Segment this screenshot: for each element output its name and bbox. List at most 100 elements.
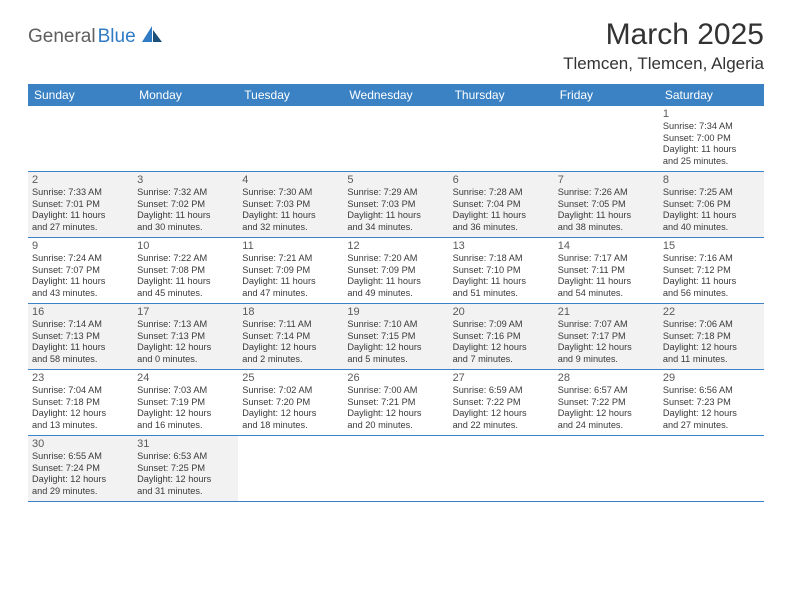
calendar-cell: 21Sunrise: 7:07 AMSunset: 7:17 PMDayligh… [554,304,659,369]
calendar-cell: 1Sunrise: 7:34 AMSunset: 7:00 PMDaylight… [659,106,764,171]
cell-sunset: Sunset: 7:04 PM [453,199,550,211]
calendar-cell-empty [343,106,448,171]
day-number: 3 [137,174,234,186]
calendar-cell: 15Sunrise: 7:16 AMSunset: 7:12 PMDayligh… [659,238,764,303]
cell-sunrise: Sunrise: 7:34 AM [663,121,760,133]
cell-sunrise: Sunrise: 7:03 AM [137,385,234,397]
cell-sunset: Sunset: 7:09 PM [347,265,444,277]
cell-day2: and 31 minutes. [137,486,234,498]
logo: General Blue [28,24,164,49]
cell-sunset: Sunset: 7:03 PM [347,199,444,211]
cell-sunset: Sunset: 7:16 PM [453,331,550,343]
day-number: 17 [137,306,234,318]
calendar-cell-empty [28,106,133,171]
cell-day1: Daylight: 12 hours [453,408,550,420]
cell-sunrise: Sunrise: 6:59 AM [453,385,550,397]
calendar-cell: 17Sunrise: 7:13 AMSunset: 7:13 PMDayligh… [133,304,238,369]
cell-day2: and 47 minutes. [242,288,339,300]
day-number: 10 [137,240,234,252]
cell-day2: and 58 minutes. [32,354,129,366]
day-number: 25 [242,372,339,384]
calendar-cell: 10Sunrise: 7:22 AMSunset: 7:08 PMDayligh… [133,238,238,303]
calendar-cell: 26Sunrise: 7:00 AMSunset: 7:21 PMDayligh… [343,370,448,435]
location: Tlemcen, Tlemcen, Algeria [563,54,764,74]
cell-day2: and 30 minutes. [137,222,234,234]
cell-sunrise: Sunrise: 7:22 AM [137,253,234,265]
cell-day1: Daylight: 11 hours [558,276,655,288]
cell-sunset: Sunset: 7:21 PM [347,397,444,409]
calendar-cell: 5Sunrise: 7:29 AMSunset: 7:03 PMDaylight… [343,172,448,237]
cell-day2: and 20 minutes. [347,420,444,432]
cell-sunset: Sunset: 7:12 PM [663,265,760,277]
cell-sunset: Sunset: 7:13 PM [137,331,234,343]
week-row: 1Sunrise: 7:34 AMSunset: 7:00 PMDaylight… [28,106,764,172]
cell-sunset: Sunset: 7:09 PM [242,265,339,277]
cell-sunrise: Sunrise: 7:30 AM [242,187,339,199]
cell-sunrise: Sunrise: 7:32 AM [137,187,234,199]
day-number: 12 [347,240,444,252]
cell-day2: and 13 minutes. [32,420,129,432]
cell-day2: and 49 minutes. [347,288,444,300]
cell-sunrise: Sunrise: 7:25 AM [663,187,760,199]
day-number: 26 [347,372,444,384]
day-header-wed: Wednesday [343,84,448,106]
calendar-cell-empty [659,436,764,501]
calendar-cell: 24Sunrise: 7:03 AMSunset: 7:19 PMDayligh… [133,370,238,435]
day-number: 9 [32,240,129,252]
cell-day2: and 0 minutes. [137,354,234,366]
calendar-cell: 3Sunrise: 7:32 AMSunset: 7:02 PMDaylight… [133,172,238,237]
calendar-cell: 20Sunrise: 7:09 AMSunset: 7:16 PMDayligh… [449,304,554,369]
day-number: 14 [558,240,655,252]
day-number: 22 [663,306,760,318]
cell-day1: Daylight: 12 hours [663,408,760,420]
calendar-cell: 12Sunrise: 7:20 AMSunset: 7:09 PMDayligh… [343,238,448,303]
day-number: 15 [663,240,760,252]
calendar-cell: 11Sunrise: 7:21 AMSunset: 7:09 PMDayligh… [238,238,343,303]
day-number: 20 [453,306,550,318]
cell-sunset: Sunset: 7:05 PM [558,199,655,211]
calendar-cell-empty [449,436,554,501]
cell-day1: Daylight: 11 hours [663,144,760,156]
day-number: 18 [242,306,339,318]
cell-sunrise: Sunrise: 7:09 AM [453,319,550,331]
calendar-cell: 13Sunrise: 7:18 AMSunset: 7:10 PMDayligh… [449,238,554,303]
cell-day2: and 5 minutes. [347,354,444,366]
calendar: Sunday Monday Tuesday Wednesday Thursday… [28,84,764,502]
cell-day1: Daylight: 11 hours [137,276,234,288]
cell-sunset: Sunset: 7:15 PM [347,331,444,343]
sail-icon [140,24,164,49]
cell-sunrise: Sunrise: 7:07 AM [558,319,655,331]
cell-sunrise: Sunrise: 7:14 AM [32,319,129,331]
cell-sunset: Sunset: 7:20 PM [242,397,339,409]
cell-day2: and 32 minutes. [242,222,339,234]
day-number: 21 [558,306,655,318]
calendar-cell: 2Sunrise: 7:33 AMSunset: 7:01 PMDaylight… [28,172,133,237]
day-number: 19 [347,306,444,318]
calendar-cell: 19Sunrise: 7:10 AMSunset: 7:15 PMDayligh… [343,304,448,369]
cell-day2: and 27 minutes. [32,222,129,234]
day-number: 5 [347,174,444,186]
cell-sunset: Sunset: 7:00 PM [663,133,760,145]
cell-sunset: Sunset: 7:10 PM [453,265,550,277]
cell-day2: and 56 minutes. [663,288,760,300]
cell-day2: and 43 minutes. [32,288,129,300]
cell-sunset: Sunset: 7:07 PM [32,265,129,277]
cell-sunrise: Sunrise: 7:18 AM [453,253,550,265]
cell-day1: Daylight: 11 hours [453,210,550,222]
cell-sunrise: Sunrise: 7:11 AM [242,319,339,331]
cell-sunrise: Sunrise: 7:29 AM [347,187,444,199]
day-number: 11 [242,240,339,252]
calendar-cell: 30Sunrise: 6:55 AMSunset: 7:24 PMDayligh… [28,436,133,501]
cell-day2: and 38 minutes. [558,222,655,234]
cell-sunset: Sunset: 7:03 PM [242,199,339,211]
cell-sunset: Sunset: 7:08 PM [137,265,234,277]
cell-day2: and 34 minutes. [347,222,444,234]
calendar-cell: 22Sunrise: 7:06 AMSunset: 7:18 PMDayligh… [659,304,764,369]
cell-sunrise: Sunrise: 7:16 AM [663,253,760,265]
calendar-cell-empty [343,436,448,501]
day-number: 24 [137,372,234,384]
day-number: 1 [663,108,760,120]
calendar-cell: 25Sunrise: 7:02 AMSunset: 7:20 PMDayligh… [238,370,343,435]
cell-day2: and 9 minutes. [558,354,655,366]
day-header-tue: Tuesday [238,84,343,106]
